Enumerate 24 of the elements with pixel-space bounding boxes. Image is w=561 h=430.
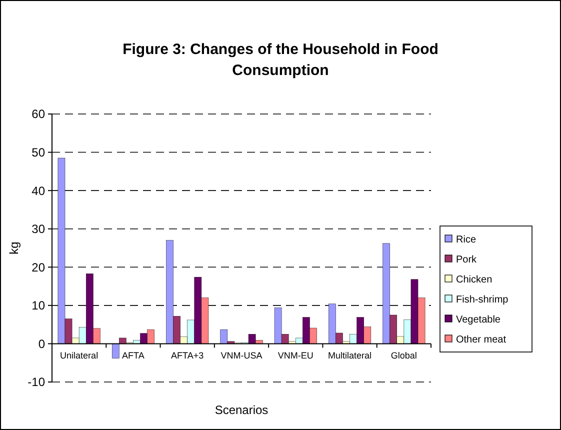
legend-label: Chicken	[456, 274, 492, 286]
x-tick-label: AFTA	[122, 350, 144, 361]
y-tick-label: 20	[32, 260, 46, 274]
y-axis-title: kg	[7, 242, 21, 254]
legend-label: Rice	[456, 234, 476, 246]
x-tick-label: VNM-EU	[278, 350, 314, 361]
legend-label: Pork	[456, 254, 478, 266]
legend-label: Fish-shrimp	[456, 294, 509, 306]
legend-label: Other meat	[456, 334, 506, 346]
x-tick-label: AFTA+3	[171, 350, 204, 361]
y-tick-label: 10	[32, 298, 46, 313]
y-tick-label: 30	[32, 222, 46, 236]
x-tick-label: Global	[390, 350, 417, 361]
x-tick-label: Unilateral	[60, 350, 98, 361]
y-tick-label: -10	[28, 375, 46, 390]
x-tick-label: Multilateral	[328, 350, 372, 361]
y-tick-label: 50	[32, 145, 46, 160]
legend-label: Vegetable	[456, 314, 501, 326]
y-tick-label: 40	[32, 184, 46, 198]
x-tick-label: VNM-USA	[220, 350, 262, 361]
x-axis-title: Scenarios	[214, 403, 268, 417]
y-tick-label: 0	[38, 336, 46, 351]
y-tick-label: 60	[32, 107, 46, 122]
chart-title: Figure 3: Changes of the Household in Food Consumption	[122, 41, 438, 79]
